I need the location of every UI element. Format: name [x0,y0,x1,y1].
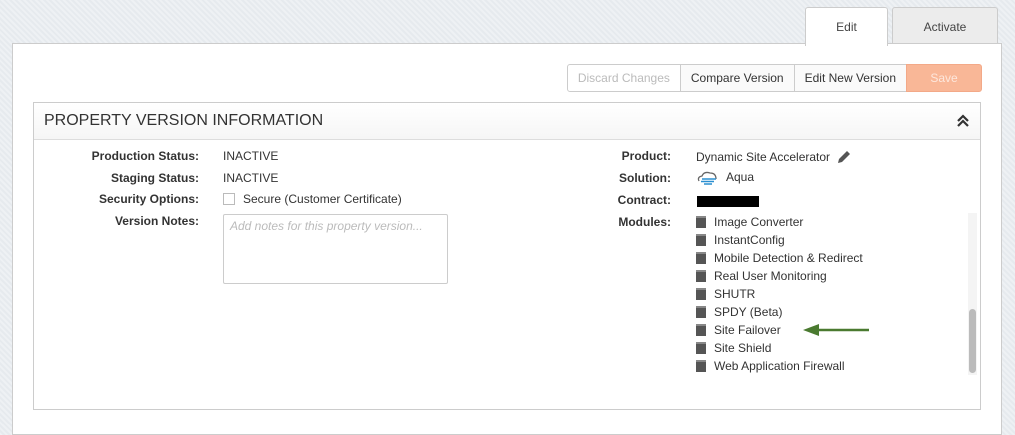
module-name: InstantConfig [714,233,785,247]
contract-label: Contract: [617,193,671,207]
module-icon [696,324,706,336]
contract-redacted [697,196,759,207]
module-icon [696,360,706,372]
product-label: Product: [621,149,671,163]
security-options-label: Security Options: [98,192,199,206]
list-item: Real User Monitoring [696,267,966,285]
production-status-value: INACTIVE [223,149,279,163]
staging-status-label: Staging Status: [110,171,199,185]
list-item: Site Failover [696,321,966,339]
module-icon [696,234,706,246]
cloud-icon [697,171,717,185]
module-name: SPDY (Beta) [714,305,783,319]
module-name: Real User Monitoring [714,269,827,283]
list-item: Site Shield [696,339,966,357]
solution-label: Solution: [619,171,671,185]
tab-label: Activate [923,19,967,34]
list-item: Image Converter [696,213,966,231]
solution-value: Aqua [726,170,755,184]
pencil-icon[interactable] [836,149,852,165]
section-title: PROPERTY VERSION INFORMATION [44,112,324,129]
module-name: Site Failover [714,323,781,337]
edit-new-version-button[interactable]: Edit New Version [793,64,907,92]
module-name: Web Application Firewall [714,359,845,373]
tab-label: Edit [836,20,857,34]
secure-option-label: Secure (Customer Certificate) [243,192,402,206]
modules-label: Modules: [618,215,671,229]
module-icon [696,252,706,264]
module-name: Image Converter [714,215,804,229]
module-name: Site Shield [714,341,772,355]
module-icon [696,270,706,282]
scrollbar-thumb[interactable] [969,309,976,373]
tab-edit[interactable]: Edit [805,7,888,46]
module-icon [696,216,706,228]
section-header: PROPERTY VERSION INFORMATION [34,103,980,140]
compare-version-button[interactable]: Compare Version [679,64,795,92]
secure-checkbox[interactable] [223,193,235,205]
list-item: Web Application Firewall [696,357,966,375]
list-item: SHUTR [696,285,966,303]
version-notes-input[interactable]: Add notes for this property version... [223,214,448,284]
edit-panel: Discard Changes Compare Version Edit New… [12,43,1002,435]
module-name: Mobile Detection & Redirect [714,251,863,265]
module-name: SHUTR [714,287,756,301]
list-item: InstantConfig [696,231,966,249]
modules-scrollbar[interactable] [968,213,977,375]
list-item: Mobile Detection & Redirect [696,249,966,267]
collapse-icon[interactable] [956,114,970,128]
modules-list: Image Converter InstantConfig Mobile Det… [696,213,966,375]
toolbar: Discard Changes Compare Version Edit New… [566,64,982,92]
list-item: SPDY (Beta) [696,303,966,321]
staging-status-value: INACTIVE [223,171,279,185]
module-icon [696,288,706,300]
module-icon [696,342,706,354]
property-version-section: PROPERTY VERSION INFORMATION Production … [33,102,981,410]
arrow-left-icon [802,324,869,336]
save-button[interactable]: Save [906,64,982,92]
version-notes-label: Version Notes: [114,214,199,228]
module-icon [696,306,706,318]
discard-changes-button[interactable]: Discard Changes [566,64,681,92]
tab-activate[interactable]: Activate [892,7,998,45]
product-value: Dynamic Site Accelerator [696,150,831,164]
production-status-label: Production Status: [91,149,199,163]
